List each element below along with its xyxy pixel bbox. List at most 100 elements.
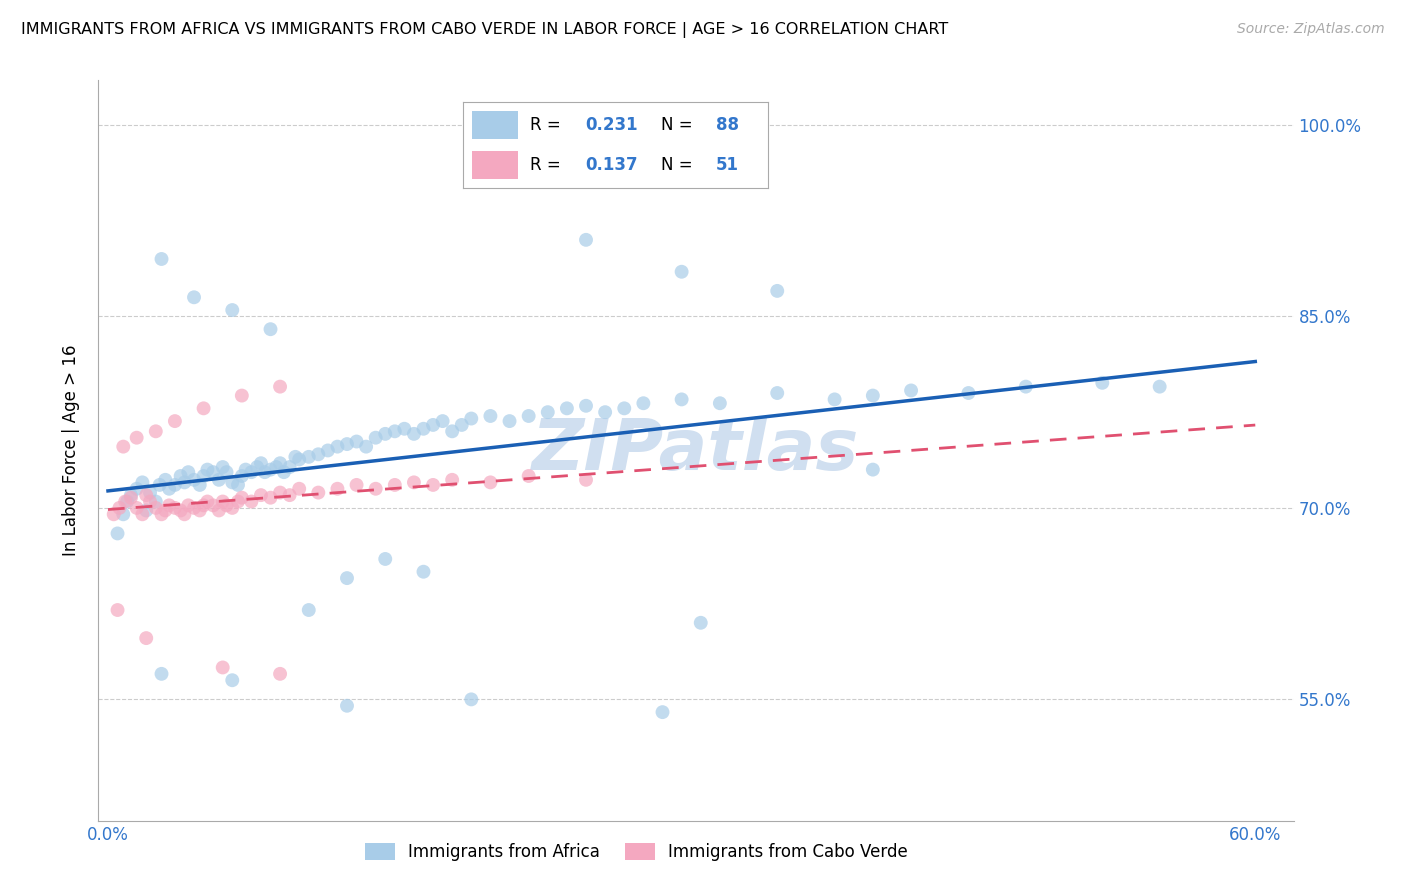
Point xyxy=(555,401,578,416)
Point xyxy=(336,437,359,451)
Point xyxy=(139,494,162,508)
Point xyxy=(188,478,211,492)
Point xyxy=(173,508,195,522)
Point xyxy=(197,494,219,508)
Point xyxy=(498,414,520,428)
Point xyxy=(107,526,129,541)
Legend: Immigrants from Africa, Immigrants from Cabo Verde: Immigrants from Africa, Immigrants from … xyxy=(359,837,914,868)
Point xyxy=(709,396,731,410)
Point xyxy=(766,284,789,298)
Point xyxy=(177,499,200,513)
Point xyxy=(115,494,138,508)
Point xyxy=(575,399,598,413)
Point xyxy=(157,482,180,496)
Point xyxy=(112,440,135,454)
Point xyxy=(575,233,598,247)
Point xyxy=(346,434,368,449)
Text: ZIPatlas: ZIPatlas xyxy=(533,416,859,485)
Point xyxy=(336,698,359,713)
Point xyxy=(278,460,301,475)
Point xyxy=(139,485,162,500)
Point xyxy=(163,414,186,428)
Point xyxy=(211,660,233,674)
Point xyxy=(221,500,243,515)
Point xyxy=(412,565,434,579)
Point xyxy=(259,322,281,336)
Point xyxy=(862,462,884,476)
Point xyxy=(269,456,291,470)
Point xyxy=(149,478,172,492)
Point xyxy=(202,465,225,479)
Point xyxy=(120,491,142,505)
Point xyxy=(264,460,287,475)
Point xyxy=(374,552,396,566)
Point xyxy=(613,401,636,416)
Point xyxy=(284,450,307,464)
Text: IMMIGRANTS FROM AFRICA VS IMMIGRANTS FROM CABO VERDE IN LABOR FORCE | AGE > 16 C: IMMIGRANTS FROM AFRICA VS IMMIGRANTS FRO… xyxy=(21,22,948,38)
Y-axis label: In Labor Force | Age > 16: In Labor Force | Age > 16 xyxy=(62,344,80,557)
Point xyxy=(689,615,711,630)
Point xyxy=(215,499,238,513)
Point xyxy=(307,485,329,500)
Point xyxy=(402,475,425,490)
Point xyxy=(193,469,215,483)
Point xyxy=(221,475,243,490)
Point xyxy=(269,379,291,393)
Point xyxy=(211,460,233,475)
Point xyxy=(766,386,789,401)
Point xyxy=(1015,379,1038,393)
Point xyxy=(197,462,219,476)
Point xyxy=(394,422,416,436)
Point xyxy=(479,475,502,490)
Point xyxy=(114,494,136,508)
Point xyxy=(250,456,273,470)
Point xyxy=(240,494,263,508)
Point xyxy=(278,488,301,502)
Point xyxy=(259,462,281,476)
Point xyxy=(125,482,148,496)
Point xyxy=(517,469,540,483)
Point xyxy=(862,388,884,402)
Point xyxy=(517,409,540,423)
Point xyxy=(298,603,321,617)
Point xyxy=(145,425,167,439)
Point xyxy=(221,303,243,318)
Point xyxy=(269,485,291,500)
Point xyxy=(135,631,157,645)
Point xyxy=(253,465,276,479)
Point xyxy=(288,482,311,496)
Point xyxy=(208,473,231,487)
Text: Source: ZipAtlas.com: Source: ZipAtlas.com xyxy=(1237,22,1385,37)
Point xyxy=(169,503,191,517)
Point xyxy=(231,469,253,483)
Point xyxy=(226,494,249,508)
Point xyxy=(112,508,135,522)
Point xyxy=(221,673,243,688)
Point xyxy=(460,411,482,425)
Point xyxy=(671,392,693,407)
Point xyxy=(155,503,177,517)
Point xyxy=(125,431,148,445)
Point xyxy=(364,431,387,445)
Point xyxy=(298,450,321,464)
Point xyxy=(145,494,167,508)
Point xyxy=(103,508,125,522)
Point xyxy=(211,494,233,508)
Point xyxy=(183,290,205,304)
Point xyxy=(169,469,191,483)
Point xyxy=(125,500,148,515)
Point xyxy=(259,491,281,505)
Point xyxy=(651,705,673,719)
Point xyxy=(336,571,359,585)
Point xyxy=(208,503,231,517)
Point xyxy=(231,491,253,505)
Point xyxy=(163,478,186,492)
Point xyxy=(157,499,180,513)
Point xyxy=(326,482,349,496)
Point xyxy=(235,462,257,476)
Point xyxy=(671,265,693,279)
Point xyxy=(364,482,387,496)
Point xyxy=(384,425,406,439)
Point xyxy=(135,488,157,502)
Point xyxy=(479,409,502,423)
